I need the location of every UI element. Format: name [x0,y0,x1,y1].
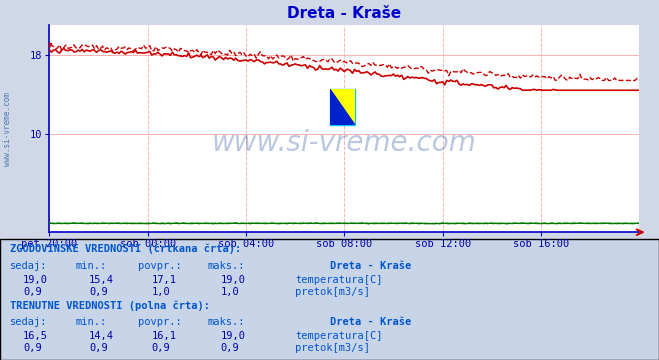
Polygon shape [330,89,355,125]
Text: pretok[m3/s]: pretok[m3/s] [295,343,370,354]
Text: 0,9: 0,9 [152,343,170,354]
Text: 19,0: 19,0 [23,275,48,285]
Text: povpr.:: povpr.: [138,317,182,327]
Text: 14,4: 14,4 [89,331,114,341]
Text: TRENUTNE VREDNOSTI (polna črta):: TRENUTNE VREDNOSTI (polna črta): [10,301,210,311]
Text: temperatura[C]: temperatura[C] [295,275,383,285]
Text: temperatura[C]: temperatura[C] [295,331,383,341]
Text: 0,9: 0,9 [89,287,107,297]
Text: 1,0: 1,0 [152,287,170,297]
Text: min.:: min.: [76,261,107,271]
Text: 15,4: 15,4 [89,275,114,285]
Text: Dreta - Kraše: Dreta - Kraše [330,317,411,327]
Text: 19,0: 19,0 [221,275,246,285]
Text: 0,9: 0,9 [89,343,107,354]
Text: maks.:: maks.: [208,261,245,271]
Text: www.si-vreme.com: www.si-vreme.com [3,92,13,166]
Text: 17,1: 17,1 [152,275,177,285]
Text: www.si-vreme.com: www.si-vreme.com [212,129,476,157]
Text: 16,5: 16,5 [23,331,48,341]
Text: 0,9: 0,9 [23,287,42,297]
Text: sedaj:: sedaj: [10,261,47,271]
Text: 0,9: 0,9 [23,343,42,354]
Text: Dreta - Kraše: Dreta - Kraše [330,261,411,271]
Text: 1,0: 1,0 [221,287,239,297]
Text: pretok[m3/s]: pretok[m3/s] [295,287,370,297]
Text: min.:: min.: [76,317,107,327]
Title: Dreta - Kraše: Dreta - Kraše [287,6,401,21]
Text: 16,1: 16,1 [152,331,177,341]
Text: ZGODOVINSKE VREDNOSTI (črtkana črta):: ZGODOVINSKE VREDNOSTI (črtkana črta): [10,244,241,254]
Polygon shape [330,89,355,125]
Text: sedaj:: sedaj: [10,317,47,327]
Text: 19,0: 19,0 [221,331,246,341]
Text: povpr.:: povpr.: [138,261,182,271]
Text: maks.:: maks.: [208,317,245,327]
Text: 0,9: 0,9 [221,343,239,354]
